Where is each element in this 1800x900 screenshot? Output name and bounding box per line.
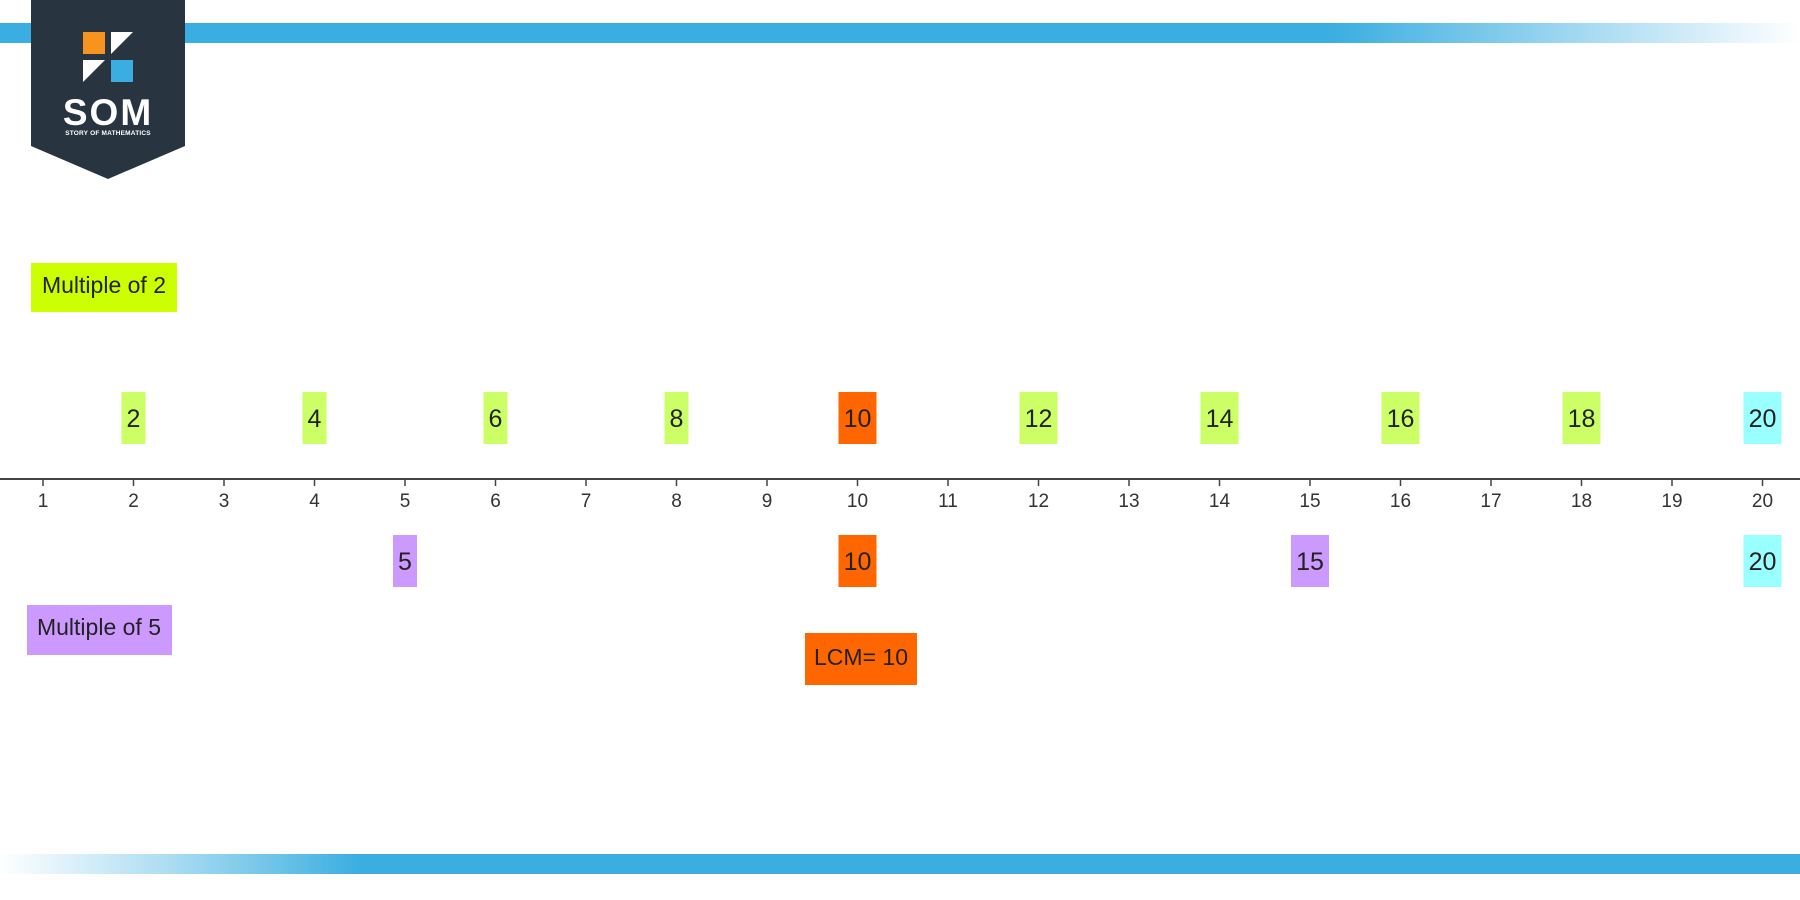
- axis-tick-label: 2: [128, 491, 139, 512]
- axis-ticks: 1 2 3 4 5 6 7 8 9 10 11 12 13 14 15 16 17 18 19 20: [38, 479, 1773, 512]
- axis-tick-label: 16: [1390, 491, 1411, 512]
- axis-tick-label: 20: [1752, 491, 1773, 512]
- axis-tick-label: 4: [309, 491, 320, 512]
- marker-box: [483, 392, 508, 444]
- marker-label: 8: [670, 405, 684, 433]
- marker-label: 12: [1025, 405, 1053, 433]
- marker-label: 2: [127, 405, 141, 433]
- marker-box: [838, 535, 877, 587]
- marker-8: 8: [664, 392, 689, 444]
- marker-20: 20: [1743, 535, 1782, 587]
- logo-subtitle: STORY OF MATHEMATICS: [65, 130, 151, 137]
- marker-box: [302, 392, 327, 444]
- marker-box: [664, 392, 689, 444]
- marker-10: 10: [838, 392, 877, 444]
- axis-tick-label: 1: [38, 491, 49, 512]
- marker-label: 14: [1206, 405, 1234, 433]
- marker-box: [1743, 535, 1782, 587]
- marker-label: 16: [1387, 405, 1415, 433]
- multiple-of-5-legend-box: [27, 605, 172, 655]
- axis-tick-label: 6: [490, 491, 501, 512]
- axis-tick-label: 17: [1480, 491, 1501, 512]
- marker-5: 5: [393, 535, 417, 587]
- marker-box: [838, 392, 877, 444]
- marker-12: 12: [1019, 392, 1058, 444]
- multiple-of-2-legend-box: [31, 263, 177, 312]
- marker-label: 20: [1749, 405, 1777, 433]
- lcm-label: LCM= 10: [805, 633, 917, 685]
- lcm-label-box: [805, 633, 917, 685]
- marker-label: 10: [844, 548, 872, 576]
- marker-label: 4: [308, 405, 322, 433]
- multiple-of-2-legend: Multiple of 2: [31, 263, 177, 312]
- multiples-of-5-marks: 5 10 15 20: [393, 535, 1782, 587]
- marker-20: 20: [1743, 392, 1782, 444]
- axis-tick-label: 11: [938, 491, 958, 512]
- marker-box: [1562, 392, 1601, 444]
- marker-18: 18: [1562, 392, 1601, 444]
- marker-6: 6: [483, 392, 508, 444]
- marker-label: 10: [844, 405, 872, 433]
- axis-tick-label: 12: [1028, 491, 1049, 512]
- marker-2: 2: [121, 392, 146, 444]
- marker-box: [121, 392, 146, 444]
- marker-box: [1200, 392, 1239, 444]
- axis-tick-label: 5: [400, 491, 411, 512]
- marker-box: [1381, 392, 1420, 444]
- lcm-label-text: LCM= 10: [814, 644, 908, 670]
- multiple-of-5-legend-label: Multiple of 5: [37, 614, 161, 640]
- axis-tick-label: 7: [581, 491, 592, 512]
- marker-box: [1743, 392, 1782, 444]
- marker-label: 6: [489, 405, 503, 433]
- marker-4: 4: [302, 392, 327, 444]
- som-logo: SOM STORY OF MATHEMATICS: [31, 0, 185, 179]
- logo-mark-icon: [83, 32, 133, 82]
- logo-badge-shape: [31, 0, 185, 179]
- marker-box: [1291, 535, 1329, 587]
- marker-box: [393, 535, 417, 587]
- axis-tick-label: 19: [1661, 491, 1682, 512]
- axis-tick-label: 18: [1571, 491, 1592, 512]
- marker-label: 15: [1296, 548, 1324, 576]
- bottom-accent-bar: [0, 854, 1800, 874]
- multiple-of-2-legend-label: Multiple of 2: [42, 272, 166, 298]
- logo-badge: [31, 0, 185, 179]
- axis-tick-label: 8: [671, 491, 682, 512]
- marker-label: 18: [1568, 405, 1596, 433]
- axis-tick-label: 9: [762, 491, 773, 512]
- axis-tick-label: 10: [847, 491, 868, 512]
- multiple-of-5-legend: Multiple of 5: [27, 605, 172, 655]
- axis-tick-label: 3: [219, 491, 230, 512]
- axis-tick-label: 14: [1209, 491, 1231, 512]
- multiples-of-2-marks: 2 4 6 8 10 12 14 16 18 20: [121, 392, 1782, 444]
- marker-14: 14: [1200, 392, 1239, 444]
- axis-tick-label: 15: [1299, 491, 1320, 512]
- top-accent-bar: [0, 23, 1800, 43]
- axis-tick-label: 13: [1118, 491, 1139, 512]
- marker-10: 10: [838, 535, 877, 587]
- marker-16: 16: [1381, 392, 1420, 444]
- marker-box: [1019, 392, 1058, 444]
- logo-title: SOM: [62, 92, 154, 133]
- marker-label: 20: [1749, 548, 1777, 576]
- marker-label: 5: [398, 548, 412, 576]
- marker-15: 15: [1291, 535, 1329, 587]
